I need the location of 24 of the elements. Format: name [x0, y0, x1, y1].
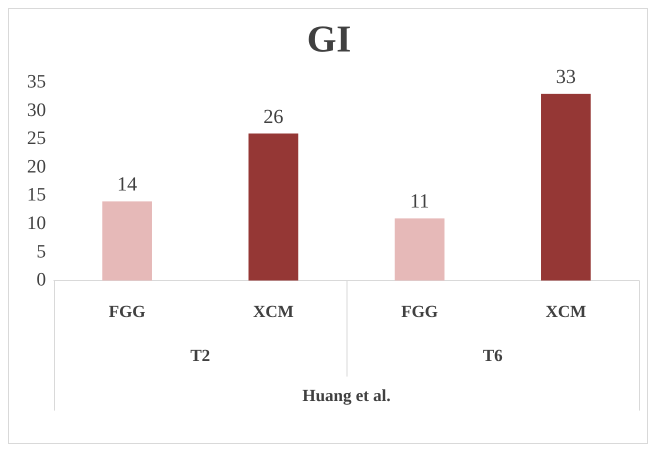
text: T6 — [482, 346, 503, 365]
data-label: 33 — [556, 66, 576, 88]
x-tick-label: XCM — [546, 302, 586, 322]
y-tick-label: 5 — [36, 241, 46, 262]
y-tick-label: 20 — [27, 156, 46, 178]
bar — [102, 201, 152, 281]
x-tick-label: FGG — [108, 302, 146, 322]
y-tick-label: 30 — [27, 100, 46, 121]
text: T2 — [190, 346, 210, 365]
text: Huang et al. — [302, 386, 391, 405]
data-label: 26 — [263, 106, 284, 128]
bar — [248, 134, 298, 281]
y-tick-label: 15 — [27, 184, 46, 206]
y-tick-label: 10 — [27, 213, 46, 234]
chart-title: GI — [306, 18, 352, 61]
bar — [394, 218, 444, 281]
y-tick-label: 35 — [27, 72, 46, 93]
bar — [541, 94, 591, 281]
data-label: 11 — [410, 190, 430, 213]
y-tick-label: 0 — [36, 270, 46, 291]
x-tick-label: FGG — [401, 302, 438, 322]
x-tick-label: XCM — [253, 302, 294, 322]
data-label: 14 — [117, 174, 138, 196]
y-tick-label: 25 — [27, 128, 46, 150]
